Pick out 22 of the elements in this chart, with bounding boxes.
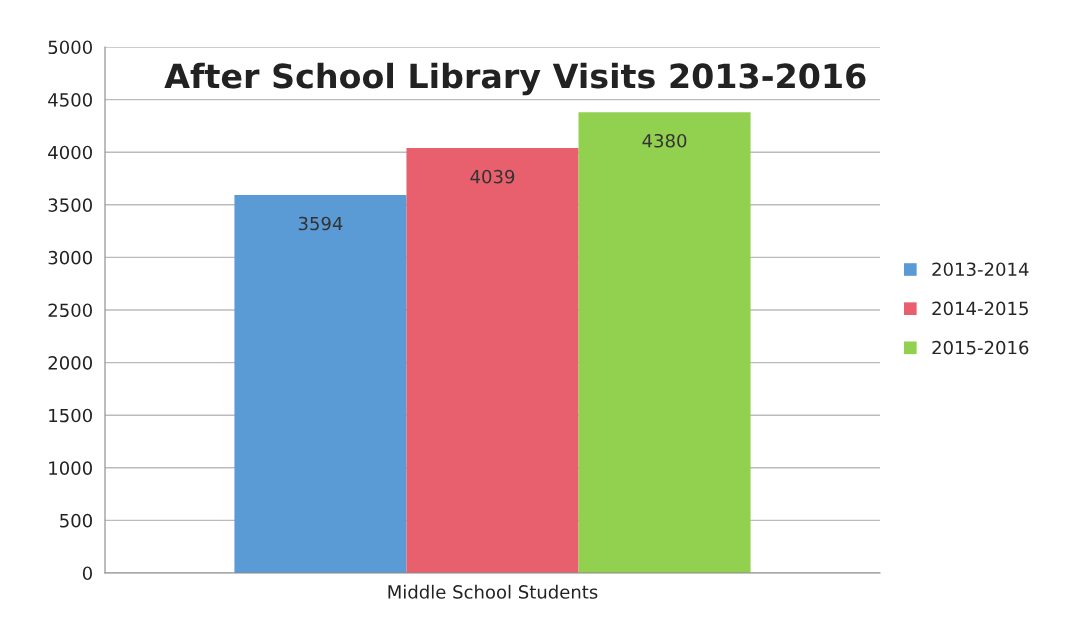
y-tick-label: 1000	[49, 461, 92, 475]
y-tick-label: 1500	[49, 408, 92, 423]
y-tick-label: 500	[60, 513, 92, 528]
bar	[406, 148, 579, 573]
y-tick-label: 3500	[48, 198, 92, 212]
y-tick-label: 0	[82, 566, 92, 581]
legend-label: 2014-2015	[932, 301, 1028, 316]
x-tick-label: Middle School Students	[388, 584, 598, 599]
data-label: 4039	[470, 169, 515, 184]
y-tick-label: 5000	[48, 40, 92, 55]
data-label: 3594	[298, 216, 343, 231]
y-tick-label: 2500	[48, 303, 92, 318]
legend-label: 2013-2014	[932, 262, 1029, 277]
data-label: 4380	[642, 133, 687, 148]
y-tick-label: 2000	[48, 356, 92, 370]
bar	[234, 194, 407, 573]
y-tick-label: 4500	[48, 93, 92, 107]
y-tick-label: 4000	[48, 145, 92, 160]
y-tick-label: 3000	[48, 250, 92, 265]
bar	[578, 112, 751, 573]
chart-title: After School Library Visits 2013-2016	[164, 62, 866, 96]
legend-label: 2015-2016	[932, 340, 1029, 355]
